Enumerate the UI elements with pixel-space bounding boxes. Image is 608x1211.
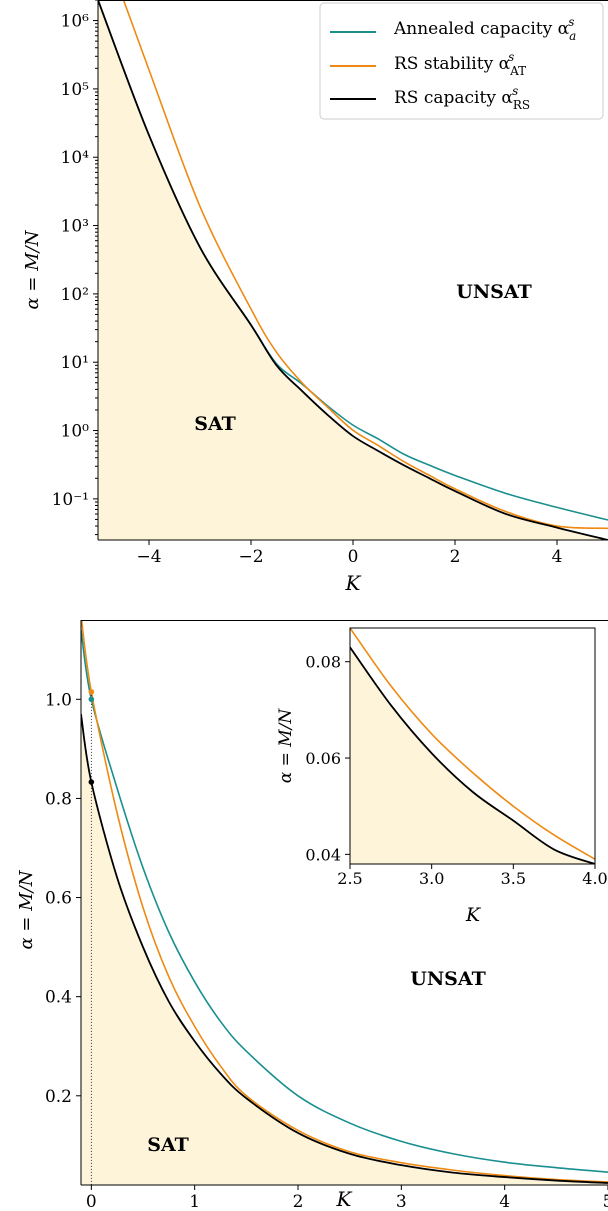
legend-label-rs-stability: RS stability αATs <box>394 50 526 78</box>
y-tick-label: 10¹ <box>61 353 89 373</box>
y-axis-label: α = M/N <box>22 229 43 309</box>
unsat-label: UNSAT <box>410 968 486 990</box>
inset-frame <box>349 627 596 865</box>
x-tick-label: 4 <box>499 1192 510 1211</box>
y-tick-label: 0.2 <box>45 1087 72 1107</box>
sat-region <box>81 714 608 1185</box>
x-axis-label: K <box>336 1187 353 1211</box>
x-tick-label: 4.0 <box>582 869 607 888</box>
y-tick-label: 10³ <box>61 217 89 237</box>
y-axis-label: α = M/N <box>16 869 37 949</box>
y-tick-label: 1.0 <box>45 690 72 710</box>
sat-region <box>350 647 595 864</box>
y-tick-label: 0.6 <box>45 889 72 909</box>
x-tick-label: −2 <box>238 547 263 567</box>
series-line-rs-capacity <box>81 714 608 1184</box>
y-tick-label: 0.4 <box>45 988 72 1008</box>
top-log-plot: −4 −2 0 2 4 10⁻¹ 10⁰ 10¹ 10² 10³ 10⁴ 10⁵ 10⁶ K α = M… <box>22 0 608 595</box>
x-tick-label: 5 <box>603 1192 608 1211</box>
inset-x-axis-label: K <box>465 904 482 926</box>
legend-label-annealed: Annealed capacity αas <box>393 15 576 43</box>
y-tick-label: 10⁻¹ <box>52 490 89 510</box>
x-tick-label: 1 <box>189 1192 200 1211</box>
series-line-rs-stability <box>122 0 608 530</box>
y-tick-label: 10⁰ <box>61 422 90 442</box>
x-tick-label: 0 <box>348 547 359 567</box>
y-tick-label: 0.06 <box>305 749 341 768</box>
marker-point <box>88 779 95 785</box>
unsat-label: UNSAT <box>456 281 532 303</box>
series-line-annealed <box>81 629 608 1173</box>
series-line-rs-stability <box>81 620 608 1183</box>
legend-label-rs-capacity: RS capacity αRSs <box>394 84 530 112</box>
bottom-linear-plot: 0 1 2 3 4 5 0.2 0.4 0.6 0.8 1.0 K α = M/N UNSAT SA… <box>16 620 608 1211</box>
series-line-rs-capacity <box>350 646 595 864</box>
x-tick-label: −4 <box>136 547 161 567</box>
inset-plot: 2.5 3.0 3.5 4.0 0.04 0.06 0.08 K α = M/N <box>276 627 608 926</box>
x-tick-label: 2 <box>450 547 461 567</box>
marker-point <box>88 696 95 703</box>
sat-region <box>98 0 608 540</box>
y-tick-label: 0.08 <box>305 653 341 672</box>
y-tick-label: 10² <box>61 285 89 305</box>
y-tick-label: 0.8 <box>45 789 72 809</box>
x-tick-label: 2.5 <box>337 869 362 888</box>
x-tick-label: 3.0 <box>419 869 444 888</box>
series-line-rs-capacity <box>98 0 608 540</box>
y-tick-label: 10⁴ <box>61 148 90 168</box>
x-tick-label: 3.5 <box>501 869 526 888</box>
marker-point <box>88 689 95 695</box>
y-tick-label: 10⁶ <box>61 12 90 32</box>
series-line-rs-stability <box>350 628 595 860</box>
x-tick-label: 2 <box>293 1192 304 1211</box>
sat-label: SAT <box>194 413 236 435</box>
x-tick-label: 4 <box>552 547 563 567</box>
y-tick-label: 0.04 <box>305 845 341 864</box>
inset-y-axis-label: α = M/N <box>276 708 296 784</box>
x-tick-label: 0 <box>86 1192 97 1211</box>
sat-label: SAT <box>147 1134 189 1156</box>
x-axis-label: K <box>345 571 362 595</box>
x-tick-label: 3 <box>396 1192 407 1211</box>
legend: Annealed capacity αas RS stability αATs … <box>319 2 604 120</box>
y-tick-label: 10⁵ <box>61 80 90 100</box>
legend-box <box>319 2 604 120</box>
